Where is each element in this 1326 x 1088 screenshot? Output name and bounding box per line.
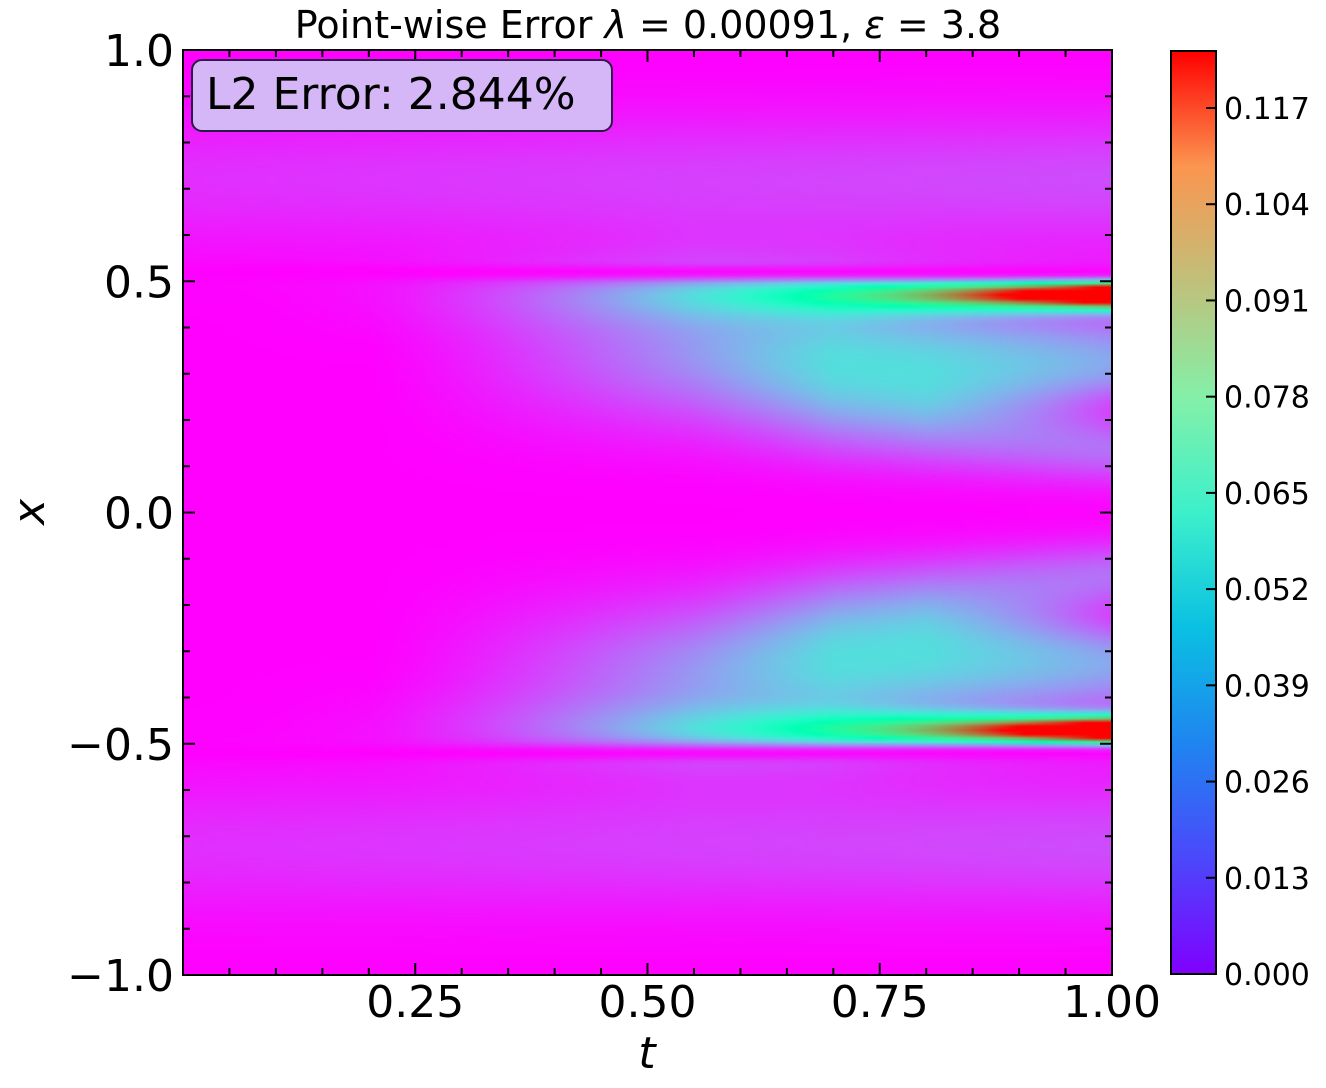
x-tick-label: 0.75 — [831, 977, 929, 1028]
colorbar: 0.000 0.013 0.026 0.039 0.052 0.065 0.078 0.091… — [1170, 50, 1310, 993]
colorbar-tick-label: 0.078 — [1224, 381, 1310, 416]
colorbar-tick-label: 0.065 — [1224, 477, 1310, 512]
colorbar-tick-label: 0.013 — [1224, 862, 1310, 897]
y-tick-label: 1.0 — [104, 26, 174, 77]
x-tick-label: 1.00 — [1063, 977, 1161, 1028]
colorbar-tick-label: 0.052 — [1224, 573, 1310, 608]
l2-error-text: L2 Error: 2.844% — [206, 69, 576, 120]
x-axis-label: t — [638, 1028, 657, 1079]
colorbar-gradient — [1171, 51, 1216, 974]
colorbar-tick-label: 0.104 — [1224, 188, 1310, 223]
title-lambda-value: = 0.00091, — [627, 3, 864, 47]
title-epsilon-value: = 3.8 — [885, 3, 1001, 47]
colorbar-tick-label: 0.000 — [1224, 958, 1310, 993]
axis-tick-labels: 0.25 0.50 0.75 1.00 1.0 0.5 0.0 −0.5 −1.0 — [67, 26, 1161, 1028]
x-tick-label: 0.50 — [599, 977, 697, 1028]
y-tick-label: −1.0 — [67, 951, 174, 1002]
x-tick-label: 0.25 — [366, 977, 464, 1028]
l2-error-box: L2 Error: 2.844% — [191, 59, 613, 132]
heatmap-area — [183, 50, 1112, 975]
title-epsilon-symbol: ε — [864, 3, 885, 47]
title-lambda-symbol: λ — [602, 3, 627, 47]
colorbar-tick-label: 0.026 — [1224, 766, 1310, 801]
colorbar-tick-label: 0.039 — [1224, 669, 1310, 704]
colorbar-tick-label: 0.091 — [1224, 284, 1310, 319]
y-tick-label: 0.0 — [104, 489, 174, 540]
y-tick-label: −0.5 — [67, 720, 174, 771]
y-axis-label: x — [4, 498, 55, 527]
heatmap-image — [183, 50, 1112, 975]
colorbar-tick-label: 0.117 — [1224, 92, 1310, 127]
axis-ticks — [182, 49, 1113, 976]
title-prefix: Point-wise Error — [295, 3, 605, 47]
colorbar-ticks: 0.000 0.013 0.026 0.039 0.052 0.065 0.078 0.091… — [1206, 92, 1310, 993]
chart-title: Point-wise Error λ = 0.00091, ε = 3.8 — [295, 3, 1001, 47]
y-tick-label: 0.5 — [104, 257, 174, 308]
